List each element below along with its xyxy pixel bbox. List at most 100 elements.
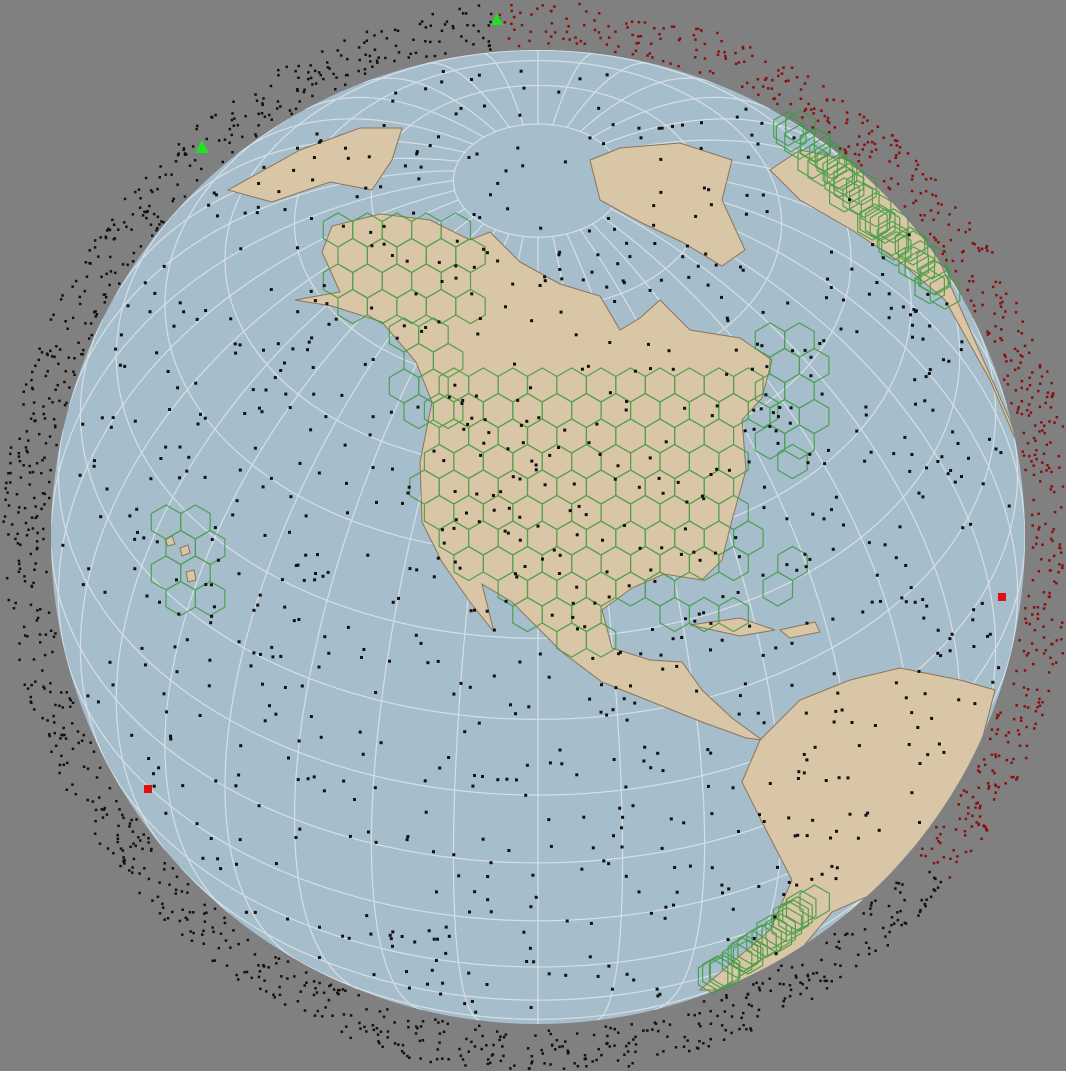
satellite — [604, 1025, 608, 1028]
satellite — [213, 959, 216, 962]
satellite — [316, 553, 319, 557]
satellite — [24, 521, 28, 525]
satellite — [309, 715, 313, 718]
satellite — [60, 691, 63, 694]
satellite — [400, 935, 404, 938]
satellite — [1058, 546, 1061, 549]
satellite — [261, 682, 264, 686]
graticule-line — [164, 216, 474, 914]
satellite — [832, 720, 836, 724]
satellite — [253, 446, 257, 450]
satellite — [492, 628, 496, 632]
satellite — [549, 1032, 552, 1036]
satellite — [843, 148, 847, 151]
satellite — [616, 1059, 620, 1062]
ground-station — [491, 13, 503, 25]
satellite — [720, 999, 723, 1002]
satellite — [758, 813, 761, 817]
satellite — [935, 837, 939, 840]
satellite — [904, 600, 908, 604]
satellite — [997, 714, 1000, 717]
satellite — [374, 691, 378, 694]
satellite — [73, 373, 76, 376]
satellite — [844, 151, 847, 155]
satellite — [477, 520, 481, 524]
satellite — [268, 113, 271, 117]
satellite — [436, 937, 439, 941]
satellite — [884, 935, 887, 938]
satellite — [1046, 464, 1049, 467]
satellite — [1061, 425, 1065, 428]
satellite — [986, 249, 989, 252]
satellite — [907, 233, 911, 237]
satellite — [784, 80, 788, 83]
satellite — [394, 44, 398, 48]
satellite — [244, 910, 248, 914]
satellite — [477, 30, 480, 33]
satellite — [741, 85, 744, 88]
satellite — [820, 109, 823, 112]
satellite — [440, 29, 444, 32]
satellite — [382, 242, 386, 246]
satellite — [856, 836, 860, 840]
satellite — [440, 80, 444, 84]
satellite — [509, 1067, 512, 1070]
satellite — [1026, 442, 1030, 445]
satellite — [672, 25, 676, 28]
satellite — [820, 872, 824, 876]
satellite — [123, 221, 126, 224]
satellite — [151, 190, 154, 194]
satellite — [149, 223, 153, 226]
satellite — [268, 704, 271, 708]
satellite — [619, 650, 622, 654]
satellite — [694, 214, 698, 218]
satellite — [967, 812, 970, 815]
satellite — [296, 778, 300, 782]
satellite — [50, 750, 53, 753]
graticule-line — [426, 62, 510, 128]
satellite — [10, 523, 14, 526]
satellite — [38, 432, 41, 436]
satellite — [737, 830, 740, 833]
satellite — [683, 527, 687, 531]
satellite — [991, 285, 995, 289]
satellite — [777, 69, 780, 72]
satellite — [941, 252, 944, 256]
satellite — [730, 1015, 734, 1018]
satellite — [177, 143, 181, 146]
satellite — [971, 618, 975, 622]
satellite — [43, 653, 47, 657]
satellite — [667, 349, 671, 353]
satellite — [517, 44, 521, 48]
satellite — [141, 214, 145, 217]
satellite — [521, 164, 525, 168]
satellite — [986, 333, 990, 336]
satellite — [882, 926, 885, 930]
satellite — [359, 1027, 362, 1030]
satellite — [262, 97, 265, 100]
satellite — [315, 991, 319, 994]
satellite — [180, 890, 184, 893]
satellite — [143, 867, 146, 870]
satellite — [46, 353, 49, 357]
satellite — [304, 553, 308, 557]
satellite — [303, 1009, 307, 1012]
satellite — [521, 441, 525, 445]
satellite — [1041, 701, 1044, 704]
gateway — [998, 593, 1006, 601]
satellite — [262, 348, 265, 352]
satellite — [939, 841, 942, 845]
satellite — [898, 525, 902, 529]
satellite — [139, 839, 142, 842]
satellite — [310, 217, 313, 220]
satellite — [892, 452, 896, 456]
satellite — [529, 30, 532, 33]
satellite — [455, 239, 459, 243]
satellite — [1032, 436, 1036, 440]
satellite — [105, 229, 109, 232]
satellite — [968, 228, 971, 231]
satellite — [435, 1057, 439, 1061]
satellite — [749, 1027, 752, 1030]
satellite — [159, 165, 162, 168]
satellite — [481, 1034, 484, 1038]
